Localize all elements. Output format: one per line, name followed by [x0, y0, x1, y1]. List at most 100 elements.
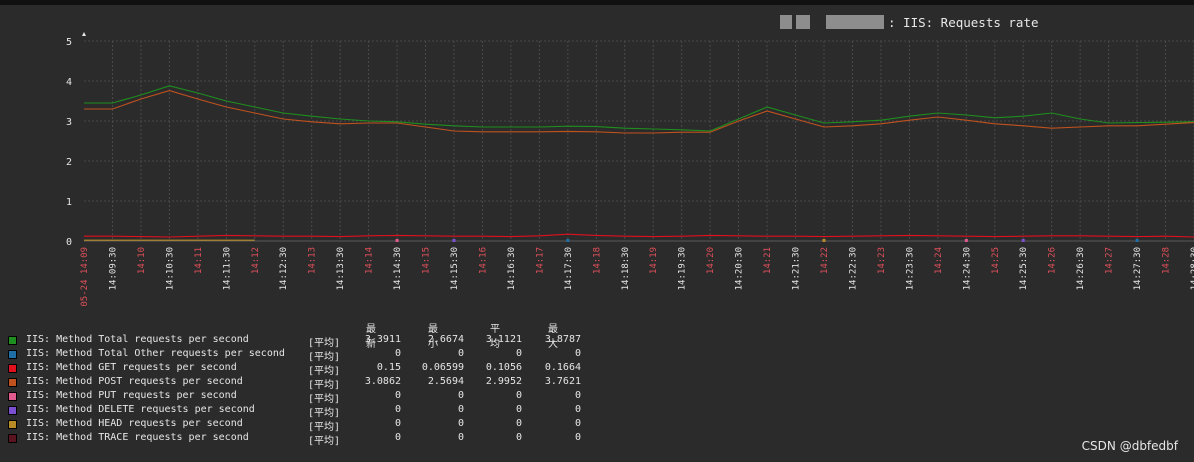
y-tick-label: 0 — [66, 237, 72, 248]
baseline-marker — [1135, 239, 1139, 242]
x-tick-label: 14:27:30 — [1133, 247, 1143, 290]
legend-value: 0 — [457, 418, 464, 429]
legend-function: [平均] — [308, 408, 341, 419]
series-lines — [84, 85, 1194, 242]
baseline-marker — [1021, 239, 1025, 242]
legend-value: 0.1664 — [544, 362, 581, 373]
redacted-host-block — [826, 15, 884, 29]
legend-value: 2.6674 — [427, 334, 464, 345]
x-tick-label: 14:22:30 — [848, 247, 858, 290]
legend-value: 2.5694 — [427, 376, 464, 387]
legend-value: 0 — [515, 418, 522, 429]
legend-header: 最小 — [428, 324, 438, 350]
legend-header: 最新 — [366, 324, 376, 350]
legend-value: 0 — [574, 404, 581, 415]
baseline-marker — [566, 239, 570, 242]
chart-title: : IIS: Requests rate — [888, 15, 1039, 30]
legend-function: [平均] — [308, 366, 341, 377]
baseline-marker — [822, 239, 826, 242]
x-tick-label: 14:19 — [649, 247, 659, 274]
legend-swatch — [8, 364, 17, 373]
legend-header: 最大 — [548, 324, 558, 350]
legend-value: 0.15 — [376, 362, 401, 373]
x-tick-label: 14:27 — [1105, 247, 1115, 274]
y-tick-label: 5 — [66, 37, 72, 48]
series-line — [84, 233, 1194, 238]
x-tick-label: 14:18 — [592, 247, 602, 274]
legend-value: 0 — [515, 390, 522, 401]
legend-series-name: IIS: Method POST requests per second — [26, 376, 243, 387]
legend-header: 平均 — [490, 324, 500, 350]
legend-row: IIS: Method Total requests per second [平均… — [8, 334, 608, 349]
series-line — [84, 85, 1194, 132]
baseline-marker — [395, 239, 399, 242]
y-tick-label: 2 — [66, 157, 72, 168]
legend-swatch — [8, 350, 17, 359]
chart-grid — [84, 40, 1194, 242]
legend-value: 0 — [574, 418, 581, 429]
x-tick-label: 14:17:30 — [564, 247, 574, 290]
x-tick-label: 14:24:30 — [962, 247, 972, 290]
x-tick-label: 14:16:30 — [507, 247, 517, 290]
legend-value: 0 — [457, 404, 464, 415]
legend-swatch — [8, 392, 17, 401]
legend-value: 0 — [457, 348, 464, 359]
legend-value: 0 — [515, 432, 522, 443]
x-tick-label: 14:15 — [422, 247, 432, 274]
legend-row: IIS: Method GET requests per second [平均] 0… — [8, 362, 608, 377]
legend-value: 3.7621 — [544, 376, 581, 387]
x-tick-label: 14:25:30 — [1019, 247, 1029, 290]
legend-value: 0 — [394, 432, 401, 443]
x-tick-label: 14:12 — [251, 247, 261, 274]
legend-series-name: IIS: Method DELETE requests per second — [26, 404, 255, 415]
series-line — [84, 90, 1194, 134]
x-tick-label: 14:12:30 — [279, 247, 289, 290]
x-tick-label: 14:13:30 — [336, 247, 346, 290]
legend-row: IIS: Method HEAD requests per second [平均]… — [8, 418, 608, 433]
legend-swatch — [8, 378, 17, 387]
legend-swatch — [8, 434, 17, 443]
legend-function: [平均] — [308, 436, 341, 447]
x-date-label: 05-24 14:09 — [80, 247, 90, 307]
x-axis: 14:09:30 14:10 14:10:30 14:11 14:11:30 14:12 1… — [80, 247, 1194, 307]
legend-value: 0 — [394, 404, 401, 415]
legend-series-name: IIS: Method PUT requests per second — [26, 390, 237, 401]
legend-row: IIS: Method DELETE requests per second [平… — [8, 404, 608, 419]
x-tick-label: 14:22 — [820, 247, 830, 274]
baseline-marker — [964, 239, 968, 242]
x-tick-label: 14:13 — [308, 247, 318, 274]
legend-function: [平均] — [308, 352, 341, 363]
y-tick-label: 4 — [66, 77, 72, 88]
x-tick-label: 14:14 — [365, 247, 375, 274]
legend-value: 0 — [574, 390, 581, 401]
x-tick-label: 14:11:30 — [222, 247, 232, 290]
x-tick-label: 14:17 — [535, 247, 545, 274]
redacted-host-block — [796, 15, 810, 29]
legend-value: 0 — [515, 404, 522, 415]
legend-value: 0 — [574, 348, 581, 359]
x-tick-label: 14:28 — [1162, 247, 1172, 274]
legend-value: 3.1121 — [485, 334, 522, 345]
legend-function: [平均] — [308, 422, 341, 433]
legend-value: 3.0862 — [364, 376, 401, 387]
x-tick-label: 14:28:30 — [1190, 247, 1194, 290]
watermark: CSDN @dbfedbf — [1081, 439, 1178, 453]
baseline-marker — [452, 239, 456, 242]
legend-value: 0.1056 — [485, 362, 522, 373]
y-tick-label: 1 — [66, 197, 72, 208]
legend-series-name: IIS: Method TRACE requests per second — [26, 432, 249, 443]
legend-row: IIS: Method TRACE requests per second [平均… — [8, 432, 608, 447]
legend-value: 0.06599 — [421, 362, 464, 373]
legend-value: 3.3911 — [364, 334, 401, 345]
x-tick-label: 14:24 — [934, 247, 944, 274]
legend-value: 0 — [457, 432, 464, 443]
x-tick-label: 14:21:30 — [792, 247, 802, 290]
legend-series-name: IIS: Method GET requests per second — [26, 362, 237, 373]
y-tick-label: 3 — [66, 117, 72, 128]
legend-value: 0 — [574, 432, 581, 443]
line-chart: 0 1 2 3 4 5 14:09:30 14:10 14:10:30 14:11 14:11:3… — [66, 32, 1194, 307]
legend-row: IIS: Method POST requests per second [平均]… — [8, 376, 608, 391]
legend-series-name: IIS: Method Total Other requests per sec… — [26, 348, 285, 359]
x-tick-label: 14:26:30 — [1076, 247, 1086, 290]
x-tick-label: 14:20 — [706, 247, 716, 274]
